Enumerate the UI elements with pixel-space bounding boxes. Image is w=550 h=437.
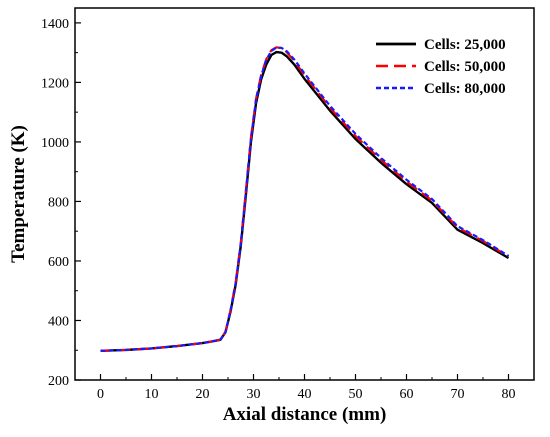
- series-layer: [100, 46, 510, 353]
- series-line-3: [100, 46, 510, 352]
- series-line-2: [100, 46, 510, 352]
- legend-label: Cells: 80,000: [424, 81, 506, 97]
- x-tick-label: 60: [400, 387, 414, 402]
- legend-label: Cells: 25,000: [424, 37, 506, 53]
- x-tick-label: 80: [502, 387, 516, 402]
- x-tick-label: 20: [196, 387, 210, 402]
- legend-label: Cells: 50,000: [424, 59, 506, 75]
- y-tick-label: 1400: [41, 17, 69, 32]
- y-tick-label: 1000: [41, 136, 69, 151]
- x-tick-label: 0: [97, 387, 104, 402]
- x-tick-label: 10: [145, 387, 159, 402]
- y-axis-title: Temperature (K): [8, 125, 29, 263]
- y-tick-label: 1200: [41, 76, 69, 91]
- y-tick-label: 200: [48, 374, 69, 389]
- y-tick-label: 600: [48, 255, 69, 270]
- x-tick-label: 50: [349, 387, 363, 402]
- x-tick-label: 40: [298, 387, 312, 402]
- y-tick-label: 400: [48, 314, 69, 329]
- x-axis-title: Axial distance (mm): [223, 404, 387, 425]
- ticks-layer: 0 10 20 30 40 50 60 70 80 200 400 600 800 1000 1200 140…: [41, 17, 516, 402]
- x-tick-label: 30: [247, 387, 261, 402]
- legend: Cells: 25,000 Cells: 50,000 Cells: 80,000: [376, 37, 506, 97]
- x-tick-label: 70: [451, 387, 465, 402]
- y-tick-label: 800: [48, 195, 69, 210]
